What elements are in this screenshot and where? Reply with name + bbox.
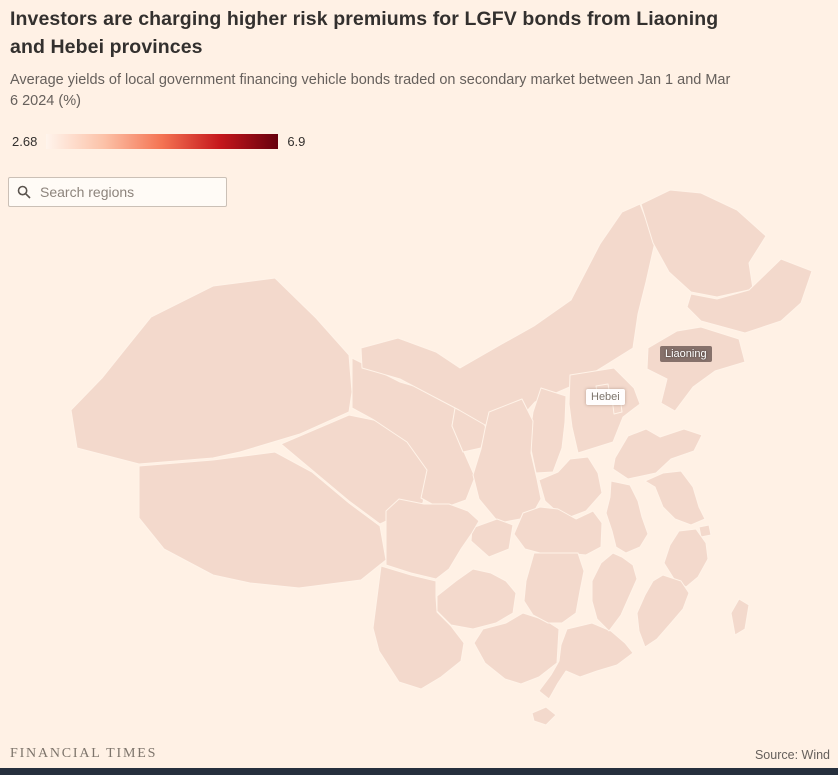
search-input[interactable] (38, 183, 218, 201)
province-jiangxi[interactable] (591, 552, 638, 632)
province-shandong[interactable] (612, 428, 703, 480)
map-label-liaoning: Liaoning (660, 346, 712, 362)
province-guangxi[interactable] (473, 612, 560, 685)
color-scale-legend: 2.68 6.9 (12, 134, 305, 149)
financial-times-logo: FINANCIAL TIMES (10, 746, 158, 761)
province-qinghai[interactable] (280, 414, 430, 525)
province-hunan[interactable] (523, 552, 585, 624)
legend-gradient (46, 134, 279, 149)
province-anhui[interactable] (605, 480, 649, 554)
chart-title: Investors are charging higher risk premi… (10, 8, 719, 58)
map-label-hebei-text: Hebei (591, 391, 620, 403)
province-hubei[interactable] (513, 506, 603, 556)
province-shanghai[interactable] (698, 524, 712, 538)
province-jiangsu[interactable] (644, 470, 706, 526)
province-jilin[interactable] (686, 258, 813, 334)
region-search-box[interactable] (8, 177, 227, 207)
province-tibet[interactable] (138, 451, 387, 589)
province-guangdong[interactable] (538, 622, 634, 700)
provinces (70, 189, 813, 726)
source-note: Source: Wind (754, 748, 830, 762)
province-heilongjiang[interactable] (640, 189, 767, 298)
footer-accent-bar (0, 768, 838, 775)
header: Investors are charging higher risk premi… (10, 6, 734, 112)
province-zhejiang[interactable] (663, 528, 709, 588)
province-yunnan[interactable] (372, 565, 465, 690)
province-hainan[interactable] (531, 706, 557, 726)
province-liaoning[interactable] (646, 326, 746, 412)
search-icon (17, 185, 31, 199)
map-label-liaoning-text: Liaoning (665, 348, 707, 360)
map-label-hebei: Hebei (586, 389, 625, 405)
legend-min-label: 2.68 (12, 134, 38, 149)
chart-subtitle: Average yields of local government finan… (10, 72, 731, 110)
province-chongqing[interactable] (470, 518, 514, 558)
province-fujian[interactable] (636, 574, 690, 648)
legend-max-label: 6.9 (287, 134, 306, 149)
province-taiwan[interactable] (730, 598, 750, 636)
province-guizhou[interactable] (436, 568, 517, 630)
province-sichuan[interactable] (385, 498, 480, 580)
